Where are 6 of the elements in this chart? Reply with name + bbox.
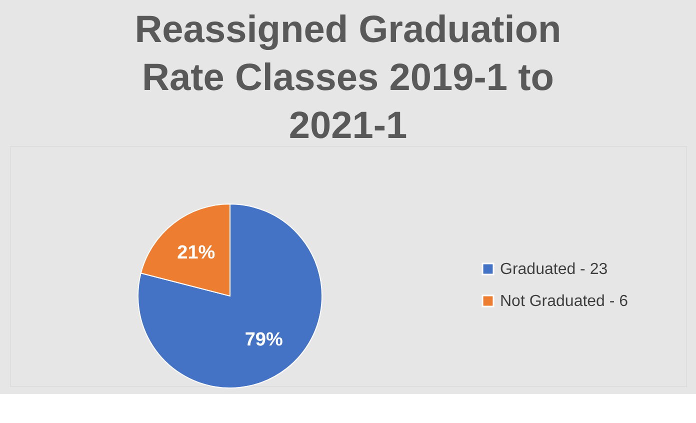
legend-label: Not Graduated - 6 — [500, 293, 628, 310]
legend-label: Graduated - 23 — [500, 261, 608, 278]
chart-title: Reassigned Graduation Rate Classes 2019-1 to 2021-1 — [134, 9, 562, 147]
data-label: 79% — [244, 330, 283, 351]
pie-slice — [138, 204, 322, 388]
data-label: 21% — [177, 242, 216, 264]
